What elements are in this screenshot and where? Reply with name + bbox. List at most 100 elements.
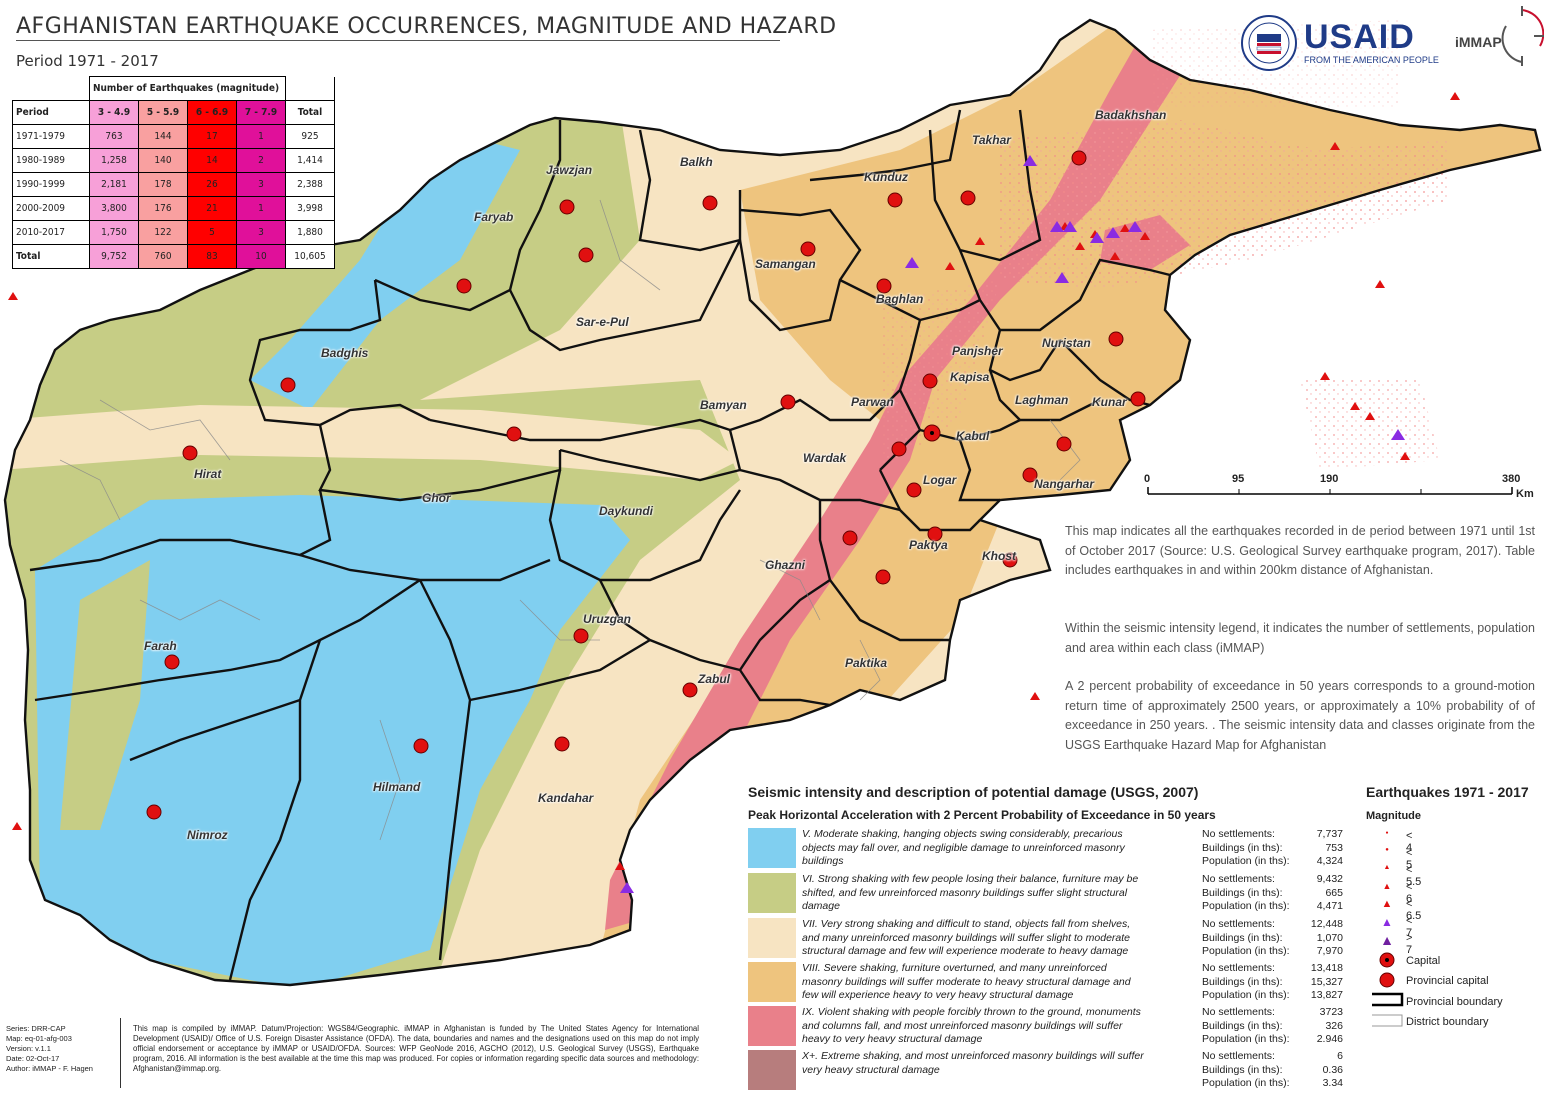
label-nimroz: Nimroz	[187, 828, 228, 842]
symbol-district-boundary-label: District boundary	[1406, 1016, 1489, 1028]
col-period: Period	[12, 99, 90, 125]
intensity-legend-panel	[740, 778, 1354, 1094]
title-rule	[16, 40, 780, 41]
eq-purple-triangles	[620, 155, 1405, 893]
swatch-vii	[748, 918, 796, 958]
label-badghis: Badghis	[321, 346, 369, 360]
map-period: Period 1971 - 2017	[16, 52, 159, 70]
immap-logo: iMMAP	[1455, 34, 1502, 50]
label-bamyan: Bamyan	[700, 398, 747, 412]
district-boundaries	[59, 199, 1081, 841]
zone-v-north	[250, 130, 520, 410]
eq-legend-title: Earthquakes 1971 - 2017	[1366, 784, 1529, 800]
label-takhar: Takhar	[972, 133, 1011, 147]
footer-disclaimer: This map is compiled by iMMAP. Datum/Pro…	[133, 1024, 699, 1073]
label-balkh: Balkh	[680, 155, 713, 169]
label-paktya: Paktya	[909, 538, 948, 552]
label-wardak: Wardak	[803, 451, 847, 465]
swatch-ix	[748, 1006, 796, 1046]
label-kabul: Kabul	[956, 429, 990, 443]
symbol-provincial-capital-label: Provincial capital	[1406, 975, 1489, 987]
symbol-capital-label: Capital	[1406, 955, 1441, 967]
label-logar: Logar	[923, 473, 957, 487]
table-row: 1990-1999 2,181 178 26 3 2,388	[12, 171, 335, 197]
label-hirat: Hirat	[194, 467, 222, 481]
label-kapisa: Kapisa	[950, 370, 990, 384]
legend-class-ix: IX. Violent shaking with people forcibly…	[748, 1006, 1348, 1049]
label-farah: Farah	[144, 639, 177, 653]
scale-tick-0: 0	[1144, 473, 1151, 485]
label-ghazni: Ghazni	[765, 558, 806, 572]
footer-divider	[120, 1018, 121, 1088]
earthquake-dots	[880, 20, 1450, 470]
intensity-legend-subtitle: Peak Horizontal Acceleration with 2 Perc…	[748, 808, 1216, 822]
col-mag-5: 5 - 5.9	[138, 99, 188, 125]
legend-class-x: X+. Extreme shaking, and most unreinforc…	[748, 1050, 1348, 1093]
scale-bar	[1147, 487, 1513, 495]
provincial-capital-symbol-icon	[1379, 972, 1395, 988]
table-row: 1971-1979 763 144 17 1 925	[12, 123, 335, 149]
zone-v-south	[35, 495, 630, 985]
table-row: 1980-1989 1,258 140 14 2 1,414	[12, 147, 335, 173]
label-panjsher: Panjsher	[952, 344, 1003, 358]
label-uruzgan: Uruzgan	[583, 612, 631, 626]
footer-meta: Series: DRR-CAP Map: eq-01-afg-003 Versi…	[6, 1024, 93, 1073]
symbol-swatches	[1372, 952, 1404, 1027]
eq-legend-magnitude: Magnitude	[1366, 810, 1421, 822]
col-mag-3: 3 - 4.9	[89, 99, 139, 125]
label-jawzjan: Jawzjan	[546, 163, 593, 177]
immap-compass-icon	[1501, 6, 1544, 66]
scale-unit: Km	[1516, 488, 1534, 500]
note-source: This map indicates all the earthquakes r…	[1065, 524, 1535, 577]
table-row: 2010-2017 1,750 122 5 3 1,880	[12, 219, 335, 245]
label-sar-e-pul: Sar-e-Pul	[576, 315, 629, 329]
label-paktika: Paktika	[845, 656, 888, 670]
scale-tick-95: 95	[1232, 473, 1245, 485]
label-daykundi: Daykundi	[599, 504, 654, 518]
label-kandahar: Kandahar	[538, 791, 594, 805]
symbol-provincial-boundary-label: Provincial boundary	[1406, 996, 1503, 1008]
legend-class-v: V. Moderate shaking, hanging objects swi…	[748, 828, 1348, 871]
usaid-seal-icon	[1241, 15, 1297, 71]
label-zabul: Zabul	[698, 672, 730, 686]
swatch-viii	[748, 962, 796, 1002]
label-faryab: Faryab	[474, 210, 514, 224]
col-mag-6: 6 - 6.9	[187, 99, 237, 125]
legend-class-vi: VI. Strong shaking with few people losin…	[748, 873, 1348, 916]
map-title: AFGHANISTAN EARTHQUAKE OCCURRENCES, MAGN…	[16, 14, 837, 39]
table-row: 2000-2009 3,800 176 21 1 3,998	[12, 195, 335, 221]
usaid-logo: USAID	[1304, 18, 1415, 56]
col-total: Total	[285, 99, 335, 125]
label-badakhshan: Badakhshan	[1095, 108, 1167, 122]
label-samangan: Samangan	[755, 257, 816, 271]
table-group-header: Number of Earthquakes (magnitude)	[89, 76, 286, 101]
swatch-vi	[748, 873, 796, 913]
scale-tick-380: 380	[1502, 473, 1521, 485]
label-laghman: Laghman	[1015, 393, 1069, 407]
note-legend: Within the seismic intensity legend, it …	[1065, 621, 1535, 655]
zone-vii-belt	[5, 405, 740, 480]
label-nuristan: Nuristan	[1042, 336, 1091, 350]
label-khost: Khost	[982, 549, 1016, 563]
province-boundaries	[3, 18, 1542, 987]
earthquake-table: Number of Earthquakes (magnitude) Period…	[12, 76, 335, 269]
provincial-boundary-swatch	[1372, 992, 1404, 1007]
table-row-total: Total 9,752 760 83 10 10,605	[12, 243, 335, 269]
label-parwan: Parwan	[851, 395, 894, 409]
label-ghor: Ghor	[422, 491, 451, 505]
legend-class-viii: VIII. Severe shaking, furniture overturn…	[748, 962, 1348, 1005]
usaid-tagline: FROM THE AMERICAN PEOPLE	[1304, 55, 1439, 65]
label-nangarhar: Nangarhar	[1034, 477, 1095, 491]
zone-vi-west	[60, 560, 150, 830]
label-kunduz: Kunduz	[864, 170, 908, 184]
label-hilmand: Hilmand	[373, 780, 421, 794]
legend-class-vii: VII. Very strong shaking and difficult t…	[748, 918, 1348, 961]
provincial-capitals	[146, 150, 1146, 820]
district-boundary-swatch	[1372, 1014, 1403, 1027]
swatch-x	[748, 1050, 796, 1090]
note-probability: A 2 percent probability of exceedance in…	[1065, 679, 1535, 752]
capital-marker	[923, 424, 941, 442]
scale-tick-190: 190	[1320, 473, 1339, 485]
col-mag-7: 7 - 7.9	[236, 99, 286, 125]
